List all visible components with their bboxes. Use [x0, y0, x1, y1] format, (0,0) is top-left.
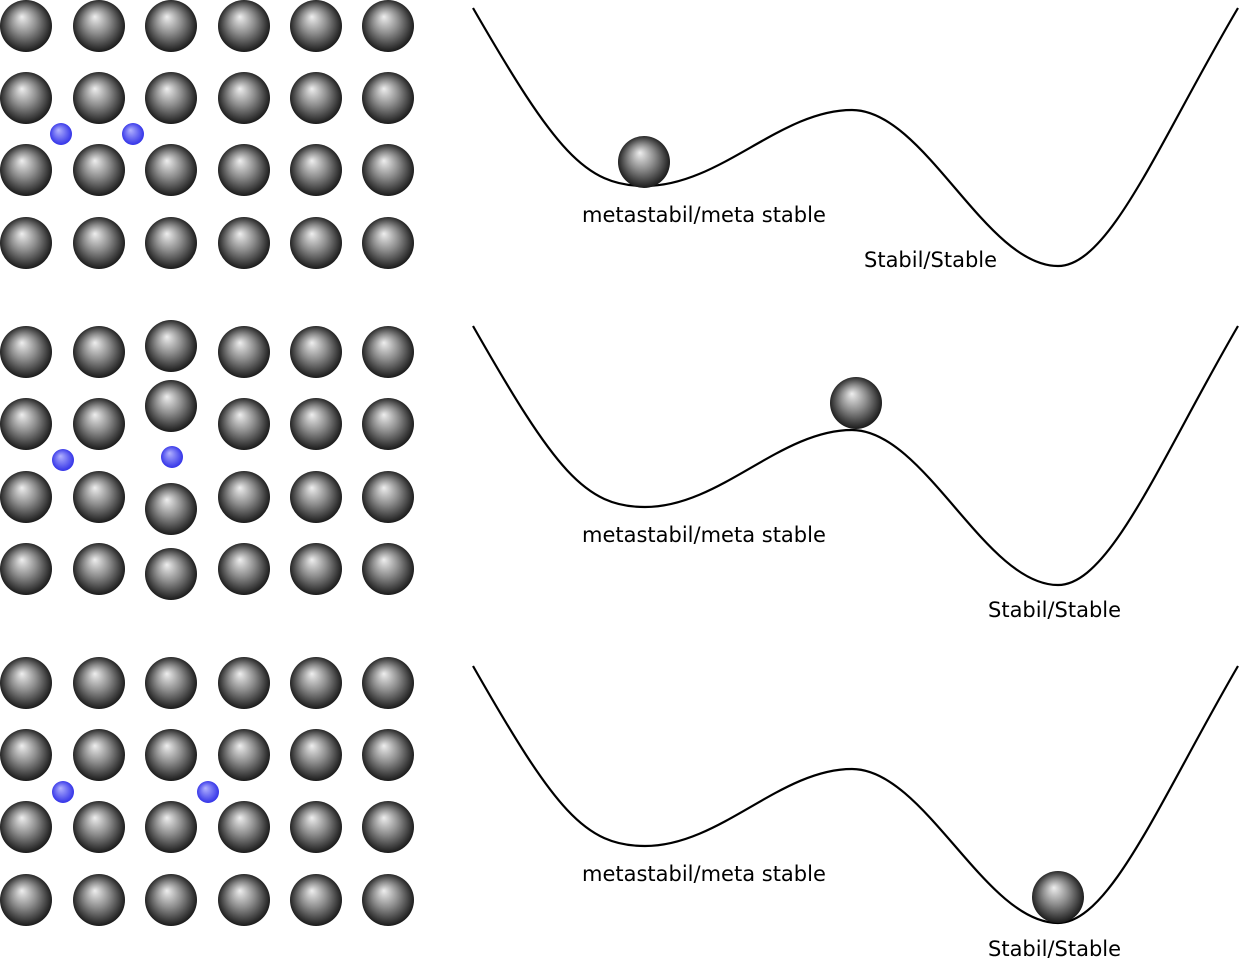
- lattice-atom: [0, 144, 52, 196]
- lattice-atom: [145, 548, 197, 600]
- interstitial-atom: [122, 123, 144, 145]
- interstitial-atom: [52, 449, 74, 471]
- stable-label: Stabil/Stable: [988, 937, 1121, 960]
- lattice-atom: [73, 72, 125, 124]
- lattice-atom: [362, 801, 414, 853]
- lattice-atom: [73, 729, 125, 781]
- stable-label: Stabil/Stable: [988, 598, 1121, 622]
- lattice-atom: [362, 729, 414, 781]
- lattice-atom: [145, 144, 197, 196]
- lattice-atom: [0, 398, 52, 450]
- interstitial-atom: [197, 781, 219, 803]
- lattice-atom: [0, 657, 52, 709]
- lattice-atom: [290, 801, 342, 853]
- lattice-atom: [362, 874, 414, 926]
- lattice-atom: [73, 471, 125, 523]
- lattice-atom: [362, 471, 414, 523]
- lattice-atom: [0, 471, 52, 523]
- lattice-grid: [0, 0, 414, 269]
- panel-metastable: metastabil/meta stable Stabil/Stable: [0, 0, 1239, 272]
- lattice-atom: [0, 326, 52, 378]
- lattice-atom: [145, 483, 197, 535]
- lattice-atom: [145, 0, 197, 52]
- lattice-atom: [290, 217, 342, 269]
- lattice-atom: [290, 144, 342, 196]
- lattice-atom: [73, 874, 125, 926]
- panel-stable: metastabil/meta stable Stabil/Stable: [0, 657, 1239, 960]
- ball: [1032, 871, 1084, 923]
- lattice-atom: [290, 398, 342, 450]
- lattice-atom: [290, 72, 342, 124]
- lattice-atom: [218, 398, 270, 450]
- lattice-atom: [145, 874, 197, 926]
- metastable-label: metastabil/meta stable: [582, 523, 826, 547]
- lattice-atom: [0, 72, 52, 124]
- lattice-atom: [145, 320, 197, 372]
- interstitial-atom: [161, 446, 183, 468]
- lattice-atom: [145, 217, 197, 269]
- lattice-atom: [290, 874, 342, 926]
- lattice-atom: [145, 801, 197, 853]
- lattice-atom: [290, 0, 342, 52]
- lattice-atom: [73, 326, 125, 378]
- lattice-atom: [145, 72, 197, 124]
- lattice-grid: [0, 320, 414, 600]
- energy-curve: [472, 325, 1239, 587]
- lattice-atom: [290, 543, 342, 595]
- lattice-atom: [218, 729, 270, 781]
- metastable-label: metastabil/meta stable: [582, 203, 826, 227]
- energy-curve: [472, 665, 1239, 925]
- energy-curve: [472, 7, 1239, 268]
- lattice-atom: [362, 144, 414, 196]
- lattice-atom: [73, 801, 125, 853]
- lattice-grid: [0, 657, 414, 926]
- lattice-atom: [290, 729, 342, 781]
- lattice-atom: [0, 0, 52, 52]
- lattice-atom: [218, 217, 270, 269]
- lattice-atom: [218, 543, 270, 595]
- lattice-atom: [362, 398, 414, 450]
- lattice-atom: [218, 874, 270, 926]
- lattice-atom: [73, 543, 125, 595]
- lattice-atom: [290, 326, 342, 378]
- interstitial-atom: [50, 123, 72, 145]
- lattice-atom: [362, 217, 414, 269]
- lattice-atom: [0, 217, 52, 269]
- lattice-atom: [0, 801, 52, 853]
- interstitial-atom: [52, 781, 74, 803]
- lattice-atom: [362, 326, 414, 378]
- stable-label: Stabil/Stable: [864, 248, 997, 272]
- lattice-atom: [362, 0, 414, 52]
- lattice-atom: [218, 471, 270, 523]
- panel-transition: metastabil/meta stable Stabil/Stable: [0, 320, 1239, 622]
- lattice-atom: [218, 801, 270, 853]
- lattice-atom: [73, 398, 125, 450]
- ball: [830, 377, 882, 429]
- ball: [618, 136, 670, 188]
- lattice-atom: [362, 72, 414, 124]
- lattice-atom: [73, 217, 125, 269]
- lattice-atom: [73, 144, 125, 196]
- lattice-atom: [362, 657, 414, 709]
- lattice-atom: [218, 326, 270, 378]
- lattice-atom: [73, 657, 125, 709]
- lattice-atom: [362, 543, 414, 595]
- lattice-atom: [145, 729, 197, 781]
- lattice-atom: [0, 729, 52, 781]
- lattice-atom: [218, 657, 270, 709]
- lattice-atom: [0, 543, 52, 595]
- lattice-atom: [218, 72, 270, 124]
- lattice-atom: [218, 144, 270, 196]
- lattice-atom: [218, 0, 270, 52]
- lattice-atom: [290, 471, 342, 523]
- lattice-atom: [73, 0, 125, 52]
- metastable-label: metastabil/meta stable: [582, 862, 826, 886]
- lattice-atom: [0, 874, 52, 926]
- lattice-atom: [145, 380, 197, 432]
- lattice-atom: [145, 657, 197, 709]
- lattice-atom: [290, 657, 342, 709]
